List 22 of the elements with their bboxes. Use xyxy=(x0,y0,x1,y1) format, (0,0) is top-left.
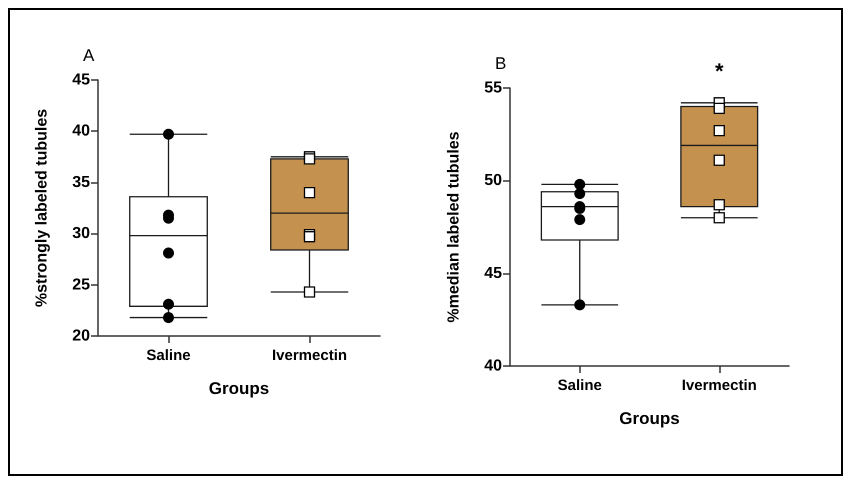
y-tick-label: 55 xyxy=(484,80,502,96)
chart-title: A xyxy=(83,46,95,65)
y-axis-title: %median labeled tubules xyxy=(446,131,462,323)
y-tick-label: 45 xyxy=(72,72,90,88)
y-tick-label: 40 xyxy=(72,122,90,140)
figure-frame: %strongly labeled tubules Groups 20 25 30 35 40 45 Saline Ivermectin A * %median labeled tubules Groups 40 45 50 55 Saline Ivermectin B xyxy=(8,8,843,476)
x-tick-label: Saline xyxy=(146,347,191,364)
y-tick-label: 40 xyxy=(484,358,502,374)
x-axis-title: Groups xyxy=(619,409,680,428)
x-axis-title: Groups xyxy=(208,379,270,398)
x-tick-label: Ivermectin xyxy=(682,377,757,394)
y-tick-label: 30 xyxy=(72,225,90,242)
text: * xyxy=(714,58,724,84)
chart-title: B xyxy=(495,54,506,73)
y-tick-label: 35 xyxy=(72,174,90,191)
y-tick-label: 25 xyxy=(72,276,90,294)
y-axis-title: %strongly labeled tubules xyxy=(34,108,50,308)
y-tick-label: 50 xyxy=(484,172,502,190)
y-tick-label: 20 xyxy=(72,328,90,344)
x-tick-label: Ivermectin xyxy=(272,347,348,364)
x-tick-label: Saline xyxy=(558,377,602,394)
y-tick-label: 45 xyxy=(484,264,502,282)
